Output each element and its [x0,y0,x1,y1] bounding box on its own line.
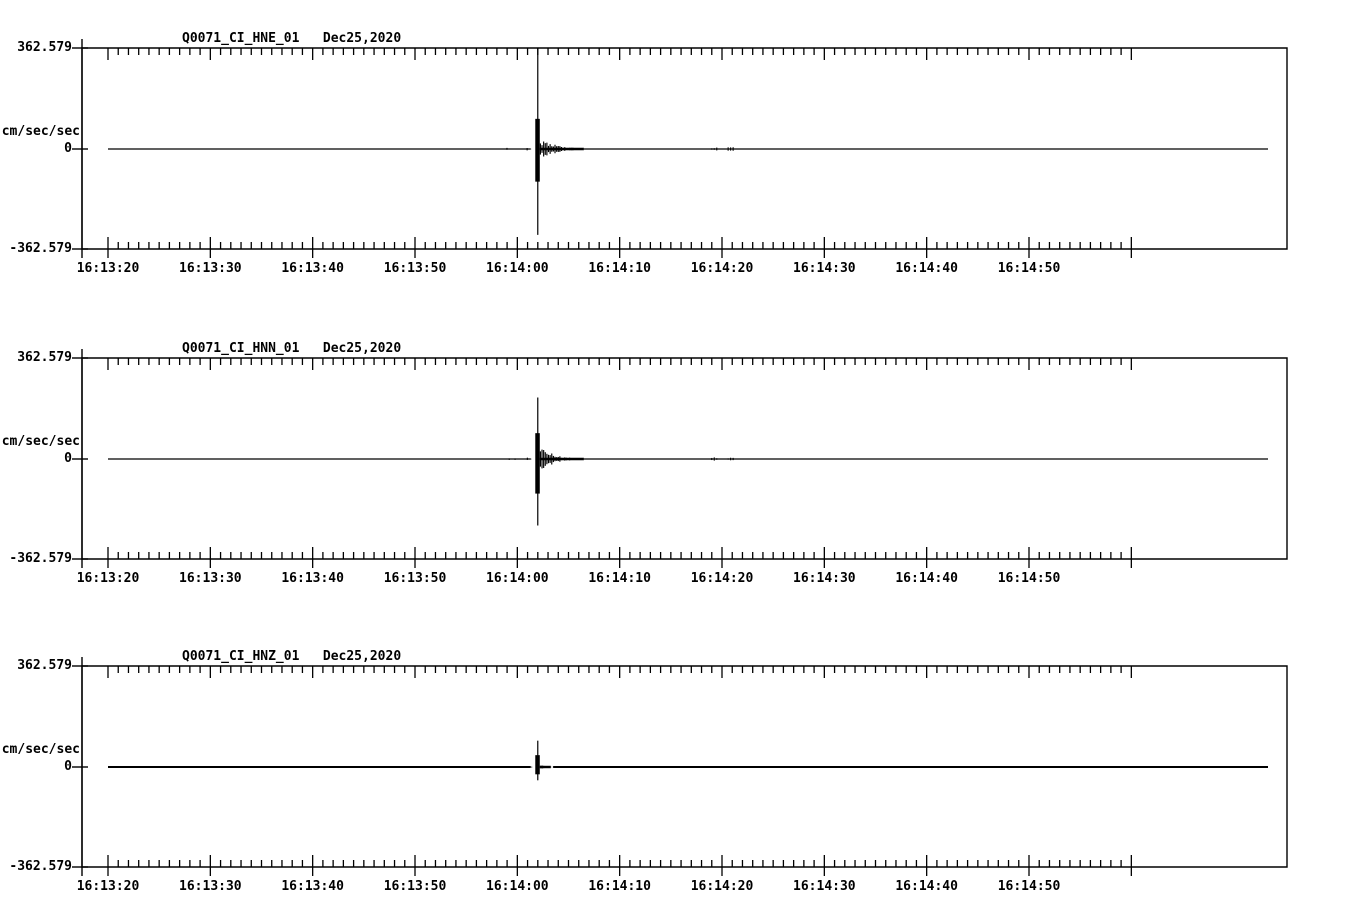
x-axis-tick-label: 16:14:50 [997,879,1061,894]
x-axis-tick-label: 16:14:40 [895,261,958,276]
x-axis-tick-label: 16:13:20 [76,261,140,276]
waveform-trace-hnn [108,397,1268,526]
y-axis-zero-label-hnz: 0 [64,759,72,774]
x-axis-tick-label: 16:13:40 [281,571,344,586]
y-axis-units-label-hnn: cm/sec/sec [1,434,80,449]
waveform-trace-hne [108,48,1268,235]
x-axis-tick-label: 16:13:20 [76,879,140,894]
x-tick-marks [107,358,1132,568]
y-axis-min-label-hne: -362.579 [9,241,72,256]
x-tick-marks [107,48,1132,258]
x-axis-tick-label: 16:14:10 [588,879,651,894]
waveform-trace-hnz [108,740,1268,781]
x-tick-marks [107,666,1132,876]
x-axis-tick-label: 16:14:10 [588,261,651,276]
x-axis-tick-label: 16:13:30 [179,879,242,894]
y-tick-marks [72,47,88,250]
x-axis-tick-label: 16:13:50 [383,879,447,894]
y-tick-marks [72,665,88,868]
x-axis-tick-label: 16:13:50 [383,261,447,276]
x-axis-tick-label: 16:14:30 [793,261,856,276]
x-axis-tick-label: 16:14:30 [793,571,856,586]
y-axis-zero-label-hne: 0 [64,141,72,156]
y-axis-min-label-hnz: -362.579 [9,859,72,874]
x-axis-tick-label: 16:13:30 [179,261,242,276]
panel-title-hne: Q0071_CI_HNE_01 Dec25,2020 [182,31,402,46]
x-axis-tick-label: 16:14:30 [793,879,856,894]
y-axis-zero-label-hnn: 0 [64,451,72,466]
panel-title-hnn: Q0071_CI_HNN_01 Dec25,2020 [182,341,402,356]
x-axis-tick-label: 16:14:40 [895,571,958,586]
y-tick-marks [72,357,88,560]
x-axis-tick-label: 16:14:20 [690,879,754,894]
x-axis-tick-label: 16:13:40 [281,261,344,276]
x-axis-tick-label: 16:14:00 [486,879,549,894]
y-axis-max-label-hnz: 362.579 [17,658,72,673]
x-axis-tick-label: 16:14:10 [588,571,651,586]
x-axis-tick-label: 16:13:20 [76,571,140,586]
y-axis-max-label-hnn: 362.579 [17,350,72,365]
x-axis-tick-label: 16:14:40 [895,879,958,894]
panel-title-hnz: Q0071_CI_HNZ_01 Dec25,2020 [182,649,402,664]
y-axis-max-label-hne: 362.579 [17,40,72,55]
x-axis-tick-label: 16:14:20 [690,571,754,586]
y-axis-min-label-hnn: -362.579 [9,551,72,566]
x-axis-tick-label: 16:13:40 [281,879,344,894]
x-axis-tick-label: 16:14:50 [997,261,1061,276]
x-axis-tick-label: 16:14:00 [486,261,549,276]
x-axis-tick-label: 16:14:50 [997,571,1061,586]
y-axis-units-label-hne: cm/sec/sec [1,124,80,139]
y-axis-units-label-hnz: cm/sec/sec [1,742,80,757]
x-axis-tick-label: 16:13:30 [179,571,242,586]
x-axis-tick-label: 16:13:50 [383,571,447,586]
x-axis-tick-label: 16:14:20 [690,261,754,276]
x-axis-tick-label: 16:14:00 [486,571,549,586]
